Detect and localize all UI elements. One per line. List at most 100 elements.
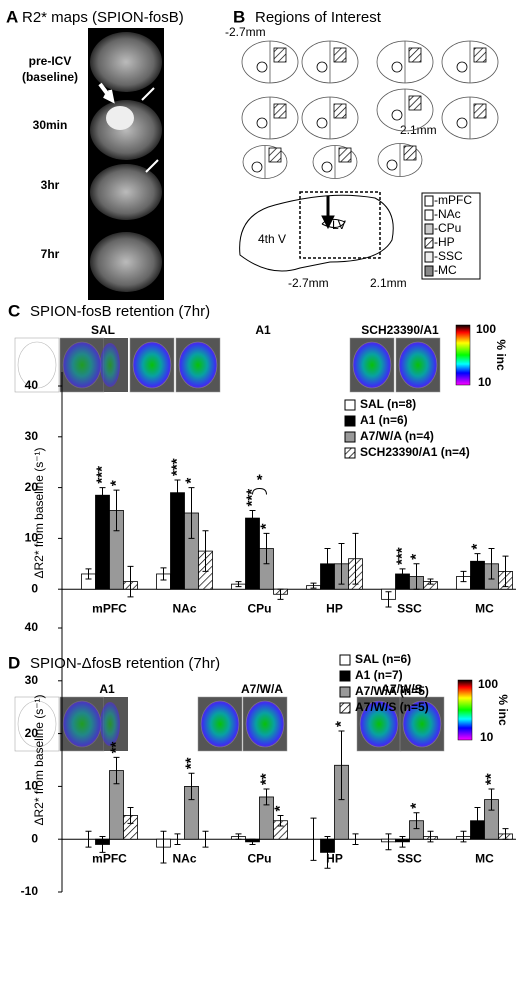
error-bar [310, 582, 317, 589]
legend-swatch [344, 447, 356, 459]
legend-label: A7/W/S (n=5) [355, 700, 429, 714]
roi [333, 103, 347, 119]
sagittal-label: 2.1mm [370, 276, 407, 290]
error-bar [113, 756, 120, 785]
significance: *** [168, 458, 185, 476]
image-label: A1 [99, 682, 115, 696]
legend-label: SAL (n=8) [360, 397, 416, 411]
brain-overlay [62, 700, 102, 748]
y-tick-label: 20 [25, 480, 39, 494]
error-bar [235, 833, 242, 840]
y-tick-label: -10 [21, 884, 39, 898]
error-bar [488, 548, 495, 580]
legend-swatch [339, 654, 351, 666]
significance: *** [393, 547, 410, 565]
brain-overlay [200, 700, 240, 748]
image-label: SAL [91, 323, 115, 337]
roi [456, 61, 468, 73]
brain-overlay [178, 341, 218, 389]
error-bar [202, 530, 209, 572]
roi [391, 109, 403, 121]
error-bar [352, 833, 359, 845]
significance: * [407, 554, 424, 560]
x-tick-label: mPFC [92, 851, 127, 865]
legend-label: -MC [434, 263, 457, 277]
brain-image [14, 696, 60, 752]
y-tick-label: 20 [25, 726, 39, 740]
brain-overlay [132, 341, 172, 389]
error-bar [324, 836, 331, 869]
significance: ** [182, 757, 199, 769]
brain-overlay [100, 343, 120, 387]
significance: * [407, 803, 424, 809]
y-tick-label: 30 [25, 673, 39, 687]
panel-letter: B [233, 7, 245, 26]
colorbar-label: 100 [478, 677, 498, 691]
error-bar [474, 807, 481, 835]
error-bar [113, 489, 120, 532]
error-bar [263, 788, 270, 806]
x-tick-label: SSC [397, 851, 422, 865]
legend-label: A1 (n=7) [355, 668, 403, 682]
error-bar [427, 578, 434, 585]
colorbar-title: % inc [494, 339, 508, 371]
brain-overlay [352, 341, 392, 389]
error-bar [277, 588, 284, 600]
y-axis-label: ΔR2* from baseline (s⁻¹) [32, 447, 46, 578]
row-label: 3hr [41, 178, 60, 192]
brain-overlay [17, 700, 57, 748]
error-bar [413, 812, 420, 830]
roi [316, 61, 328, 73]
roi [391, 61, 403, 73]
y-tick-label: 10 [25, 779, 39, 793]
legend-swatch [424, 265, 434, 277]
error-bar [99, 487, 106, 504]
roi [408, 47, 422, 63]
significance: ** [107, 742, 124, 754]
significance: * [332, 721, 349, 727]
brain-overlay [17, 341, 57, 389]
error-bar [460, 570, 467, 583]
error-bar [338, 730, 345, 801]
error-bar [385, 833, 392, 851]
y-tick-label: 0 [31, 831, 38, 845]
image-label: A1 [255, 323, 271, 337]
error-bar [85, 568, 92, 580]
error-bar [99, 836, 106, 853]
error-bar [324, 548, 331, 580]
bracket [252, 487, 267, 495]
roi [316, 117, 328, 129]
error-bar [399, 836, 406, 848]
significance: * [468, 544, 485, 550]
colorbar-label: 10 [478, 375, 492, 389]
significance: * [271, 805, 288, 811]
legend-swatch [424, 237, 434, 249]
colorbar [457, 679, 473, 741]
legend-label: -SSC [434, 249, 463, 263]
legend-label: SAL (n=6) [355, 652, 411, 666]
x-tick-label: MC [475, 851, 494, 865]
y-tick-label: 40 [25, 620, 39, 634]
panel-letter: D [8, 653, 20, 672]
ventricle-label: 4th V [258, 232, 286, 246]
x-tick-label: NAc [172, 601, 196, 615]
significance: ** [257, 773, 274, 785]
legend-swatch [424, 195, 434, 207]
error-bar [352, 532, 359, 585]
legend-label: -mPFC [434, 193, 472, 207]
significance: * [182, 478, 199, 484]
roi [338, 147, 352, 163]
legend-label: -NAc [434, 207, 461, 221]
y-tick-label: 40 [25, 378, 39, 392]
roi [386, 159, 398, 171]
image-label: A7/W/A [241, 682, 283, 696]
significance: * [107, 480, 124, 486]
colorbar-title: % inc [496, 694, 510, 726]
roi [403, 145, 417, 161]
brain-overlay [359, 700, 399, 748]
error-bar [263, 532, 270, 565]
bar [170, 492, 185, 590]
error-bar [502, 828, 509, 840]
image-label: A7/W/S [381, 682, 422, 696]
